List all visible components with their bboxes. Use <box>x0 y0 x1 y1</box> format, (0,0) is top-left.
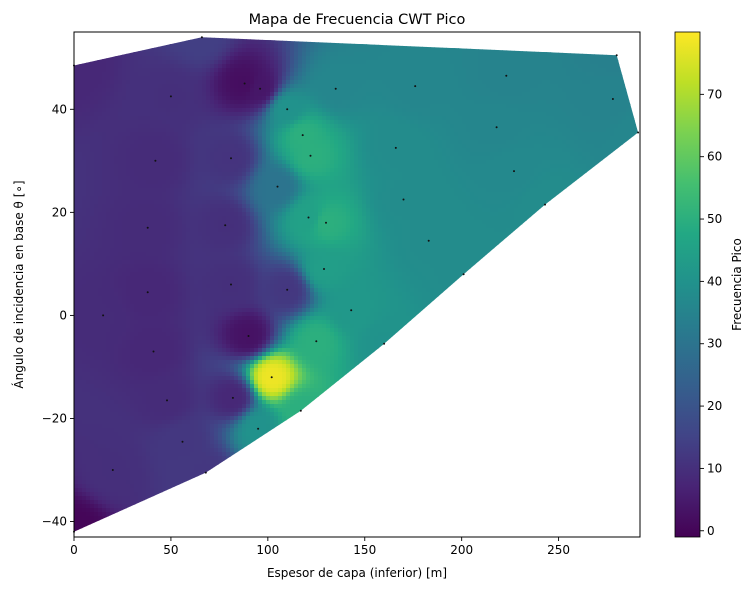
data-point <box>271 376 273 378</box>
x-axis-label: Espesor de capa (inferior) [m] <box>267 566 447 580</box>
colorbar-tick-label: 50 <box>707 212 722 226</box>
data-point <box>414 85 416 87</box>
data-point <box>310 155 312 157</box>
data-point <box>248 335 250 337</box>
data-point <box>513 170 515 172</box>
data-point <box>244 83 246 85</box>
data-point <box>166 399 168 401</box>
data-point <box>335 88 337 90</box>
data-point <box>102 314 104 316</box>
data-point <box>286 289 288 291</box>
data-point <box>230 157 232 159</box>
data-point <box>277 186 279 188</box>
data-point <box>325 222 327 224</box>
colorbar-tick-label: 70 <box>707 87 722 101</box>
data-point <box>315 340 317 342</box>
x-tick-label: 250 <box>547 543 570 557</box>
x-tick-label: 50 <box>163 543 178 557</box>
y-axis-label: Ángulo de incidencia en base θ [∘] <box>11 180 26 388</box>
data-point <box>153 351 155 353</box>
data-point <box>496 126 498 128</box>
chart-title: Mapa de Frecuencia CWT Pico <box>249 12 466 28</box>
data-point <box>170 95 172 97</box>
data-point <box>463 273 465 275</box>
data-point <box>612 98 614 100</box>
y-tick-label: 20 <box>52 205 67 219</box>
data-point <box>302 134 304 136</box>
data-point <box>182 441 184 443</box>
data-point <box>205 472 207 474</box>
heatmap-field <box>74 32 643 541</box>
data-point <box>350 309 352 311</box>
x-tick-label: 100 <box>256 543 279 557</box>
data-point <box>286 108 288 110</box>
data-point <box>259 88 261 90</box>
colorbar-tick-label: 30 <box>707 337 722 351</box>
data-point <box>232 397 234 399</box>
y-tick-label: 0 <box>59 308 67 322</box>
data-point <box>112 469 114 471</box>
data-point <box>637 132 639 134</box>
colorbar-label: Frecuencia Pico <box>730 238 744 331</box>
data-point <box>323 268 325 270</box>
data-point <box>383 343 385 345</box>
x-tick-label: 200 <box>450 543 473 557</box>
colorbar-tick-label: 40 <box>707 274 722 288</box>
data-point <box>616 54 618 56</box>
colorbar-tick-label: 10 <box>707 461 722 475</box>
colorbar-tick-label: 20 <box>707 399 722 413</box>
colorbar-tick-label: 60 <box>707 150 722 164</box>
colorbar-tick-label: 0 <box>707 524 715 538</box>
data-point <box>395 147 397 149</box>
data-point <box>147 291 149 293</box>
colorbar <box>675 32 700 537</box>
y-tick-label: 40 <box>52 102 67 116</box>
data-point <box>544 204 546 206</box>
x-tick-label: 150 <box>353 543 376 557</box>
data-point <box>201 36 203 38</box>
data-point <box>300 410 302 412</box>
data-point <box>428 240 430 242</box>
data-point <box>147 227 149 229</box>
data-point <box>308 217 310 219</box>
data-point <box>505 75 507 77</box>
x-tick-label: 0 <box>70 543 78 557</box>
data-point <box>230 284 232 286</box>
y-tick-label: −40 <box>42 515 67 529</box>
data-point <box>403 199 405 201</box>
data-point <box>257 428 259 430</box>
data-point <box>224 224 226 226</box>
y-tick-label: −20 <box>42 411 67 425</box>
data-point <box>154 160 156 162</box>
